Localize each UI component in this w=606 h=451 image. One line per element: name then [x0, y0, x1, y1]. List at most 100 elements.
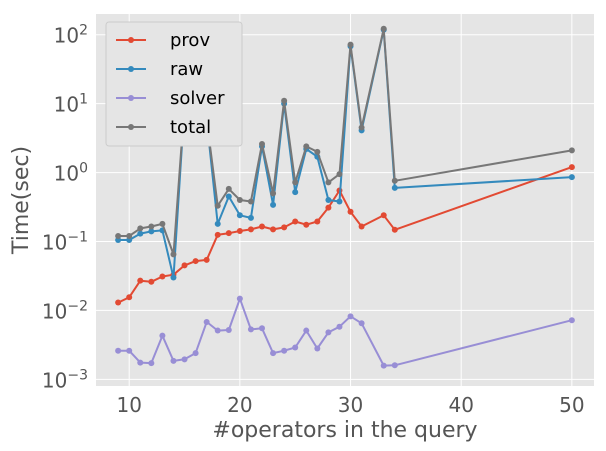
y-tick-label: 10−1	[42, 229, 88, 254]
data-point-prov	[126, 294, 133, 301]
data-point-raw	[336, 198, 343, 205]
data-point-total	[214, 202, 221, 209]
data-point-raw	[214, 220, 221, 227]
data-point-prov	[148, 278, 155, 285]
data-point-total	[336, 171, 343, 178]
data-point-prov	[115, 299, 122, 306]
data-point-solver	[259, 325, 265, 332]
data-point-total	[347, 41, 354, 48]
x-tick-label: 40	[448, 393, 473, 417]
data-point-total	[259, 140, 265, 147]
data-point-total	[115, 233, 122, 240]
legend-marker-solver	[128, 95, 134, 101]
data-point-solver	[203, 318, 210, 325]
data-point-total	[247, 198, 254, 205]
data-point-solver	[214, 327, 221, 334]
data-point-total	[391, 177, 398, 184]
data-point-solver	[126, 347, 133, 354]
data-point-prov	[214, 231, 221, 238]
x-tick-label: 20	[227, 393, 252, 417]
data-point-total	[292, 179, 299, 186]
data-point-solver	[137, 359, 144, 366]
data-point-prov	[391, 226, 398, 233]
series-line-total	[118, 27, 573, 256]
data-point-total	[137, 225, 144, 232]
data-point-prov	[303, 221, 310, 228]
data-point-prov	[358, 223, 365, 230]
data-point-total	[314, 148, 321, 155]
data-point-raw	[236, 212, 243, 219]
data-point-prov	[137, 277, 144, 284]
data-point-total	[358, 124, 365, 131]
data-point-solver	[391, 362, 398, 369]
legend-box	[105, 21, 243, 147]
data-point-solver	[236, 295, 243, 302]
data-point-prov	[380, 212, 387, 219]
data-point-raw	[292, 189, 299, 196]
y-tick-label: 100	[54, 161, 88, 186]
y-tick-labels: 10−3 10−2 10−1 100 101 102	[42, 23, 88, 393]
data-point-total	[568, 147, 575, 154]
data-point-solver	[247, 326, 254, 333]
y-axis-label: Time(sec)	[9, 146, 34, 255]
data-point-total	[225, 185, 232, 192]
x-axis-label: #operators in the query	[212, 418, 477, 443]
data-point-solver	[314, 345, 321, 352]
data-point-solver	[270, 350, 277, 357]
data-point-prov	[225, 230, 232, 237]
data-point-total	[281, 97, 288, 104]
data-point-prov	[325, 204, 332, 211]
data-point-total	[159, 220, 166, 227]
data-point-raw	[225, 193, 232, 200]
data-point-prov	[159, 273, 166, 280]
legend-label-total: total	[170, 117, 211, 138]
data-point-prov	[259, 223, 265, 230]
data-point-prov	[247, 226, 254, 233]
series-layer	[115, 25, 575, 369]
x-tick-label: 50	[559, 393, 584, 417]
data-point-raw	[247, 214, 254, 221]
y-tick-label: 102	[54, 23, 88, 48]
data-point-prov	[181, 262, 188, 269]
data-point-solver	[148, 360, 155, 367]
data-point-solver	[336, 323, 343, 330]
data-point-solver	[225, 326, 232, 333]
data-point-solver	[181, 356, 188, 363]
data-point-raw	[137, 230, 144, 237]
data-point-solver	[192, 350, 199, 357]
x-tick-labels: 10 20 30 40 50	[116, 393, 584, 417]
data-point-solver	[281, 347, 288, 354]
data-point-raw	[148, 228, 155, 235]
y-tick-label: 10−2	[42, 298, 88, 323]
series-solver	[115, 295, 575, 369]
data-point-raw	[325, 197, 332, 203]
data-point-total	[236, 197, 243, 203]
data-point-solver	[159, 332, 166, 339]
data-point-solver	[358, 320, 365, 327]
y-tick-label: 101	[54, 92, 88, 117]
data-point-prov	[192, 258, 199, 265]
data-point-raw	[568, 174, 575, 181]
data-point-total	[325, 179, 332, 186]
data-point-solver	[170, 357, 177, 364]
x-tick-label: 30	[338, 393, 363, 417]
data-point-raw	[270, 201, 277, 208]
x-tick-label: 10	[116, 393, 141, 417]
data-point-total	[380, 25, 387, 32]
data-point-solver	[380, 362, 387, 369]
legend-marker-prov	[128, 37, 134, 43]
legend-marker-raw	[128, 66, 134, 72]
data-point-raw	[391, 184, 398, 191]
data-point-solver	[325, 329, 332, 336]
data-point-prov	[281, 224, 288, 231]
y-tick-label: 10−3	[42, 367, 88, 392]
data-point-prov	[270, 226, 277, 233]
data-point-prov	[292, 218, 299, 225]
data-point-solver	[347, 313, 354, 320]
legend-label-raw: raw	[170, 59, 203, 80]
data-point-prov	[314, 218, 321, 225]
legend-label-solver: solver	[170, 88, 225, 109]
data-point-prov	[203, 256, 210, 263]
data-point-prov	[568, 164, 575, 171]
data-point-total	[270, 190, 277, 197]
